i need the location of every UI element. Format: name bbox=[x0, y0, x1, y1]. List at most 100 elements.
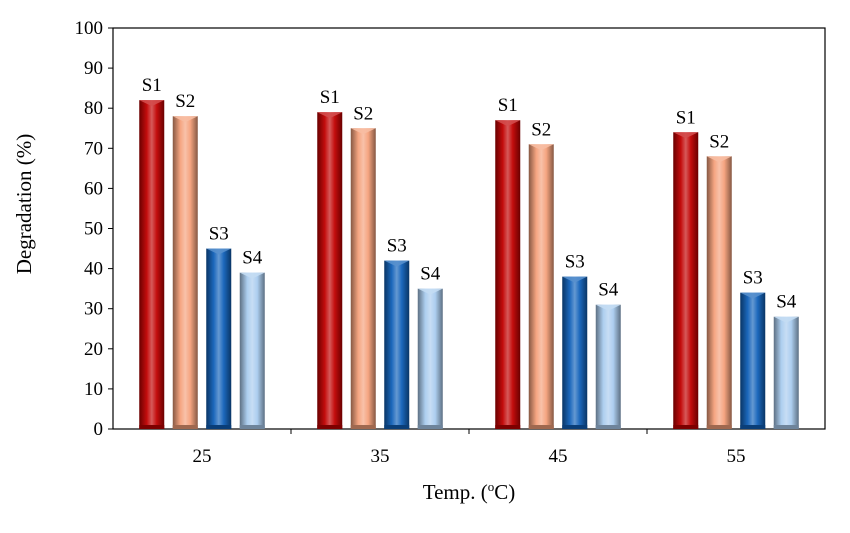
bar-body bbox=[562, 276, 588, 429]
x-tick-label: 45 bbox=[549, 446, 568, 467]
bar-body bbox=[350, 128, 376, 429]
y-tick-label: 40 bbox=[84, 259, 103, 280]
bar-base bbox=[206, 425, 232, 429]
bar bbox=[562, 276, 588, 429]
bar-body bbox=[740, 292, 766, 429]
bar-label: S3 bbox=[743, 268, 763, 289]
bar-top-bevel bbox=[706, 156, 732, 163]
bar-base bbox=[773, 425, 799, 429]
bar bbox=[239, 272, 265, 429]
y-tick-label: 100 bbox=[75, 18, 104, 39]
bar-top-bevel bbox=[384, 260, 410, 267]
bar-top-bevel bbox=[595, 304, 621, 311]
bar-body bbox=[528, 144, 554, 430]
bar-top-bevel bbox=[239, 272, 265, 279]
bar bbox=[350, 128, 376, 429]
bar-label: S4 bbox=[420, 264, 441, 285]
bar-body bbox=[773, 316, 799, 429]
x-axis-title: Temp. (oC) bbox=[423, 479, 516, 504]
y-tick-label: 10 bbox=[84, 379, 103, 400]
bar-top-bevel bbox=[317, 112, 343, 119]
bar-top-bevel bbox=[206, 248, 232, 255]
bar-label: S3 bbox=[565, 252, 585, 273]
bar-top-bevel bbox=[417, 288, 443, 295]
bar bbox=[495, 120, 521, 429]
bar-top-bevel bbox=[562, 276, 588, 283]
bar bbox=[384, 260, 410, 429]
y-axis: 0 10 20 30 40 50 60 70 80 90 100 bbox=[75, 18, 113, 440]
bar bbox=[740, 292, 766, 429]
bar bbox=[317, 112, 343, 430]
bar bbox=[673, 132, 699, 429]
bar-label: S1 bbox=[142, 75, 162, 96]
y-axis-title: Degradation (%) bbox=[12, 134, 36, 275]
bar-top-bevel bbox=[528, 144, 554, 151]
bar-body bbox=[495, 120, 521, 429]
y-tick-label: 50 bbox=[84, 219, 103, 240]
plot-area bbox=[112, 27, 826, 430]
x-tick-label: 55 bbox=[727, 446, 746, 467]
bar-body bbox=[595, 304, 621, 429]
bar-top-bevel bbox=[350, 128, 376, 135]
bar-base bbox=[417, 425, 443, 429]
bar-body bbox=[417, 288, 443, 429]
bar-top-bevel bbox=[740, 292, 766, 299]
bar-base bbox=[384, 425, 410, 429]
bar-base bbox=[350, 425, 376, 429]
bar bbox=[139, 100, 165, 430]
x-tick-label: 35 bbox=[371, 446, 390, 467]
bar-base bbox=[562, 425, 588, 429]
bars bbox=[139, 100, 799, 430]
bar-label: S1 bbox=[498, 95, 518, 116]
bar-body bbox=[384, 260, 410, 429]
bar bbox=[528, 144, 554, 430]
bar-label: S4 bbox=[242, 248, 263, 269]
bar bbox=[706, 156, 732, 429]
x-tick-label: 25 bbox=[193, 446, 212, 467]
bar-label: S3 bbox=[387, 236, 407, 257]
bar-base bbox=[706, 425, 732, 429]
y-tick-label: 30 bbox=[84, 299, 103, 320]
bar-body bbox=[673, 132, 699, 429]
bar-base bbox=[317, 425, 343, 429]
bar-top-bevel bbox=[172, 116, 198, 123]
bar-base bbox=[528, 425, 554, 429]
bar bbox=[206, 248, 232, 429]
bar bbox=[417, 288, 443, 429]
bar bbox=[595, 304, 621, 429]
bar-base bbox=[673, 425, 699, 429]
bar-top-bevel bbox=[139, 100, 165, 107]
bar-label: S4 bbox=[776, 292, 797, 313]
y-tick-label: 90 bbox=[84, 58, 103, 79]
bar-top-bevel bbox=[773, 316, 799, 323]
y-tick-label: 0 bbox=[94, 419, 104, 440]
bar-label: S2 bbox=[531, 119, 551, 140]
bar-label: S1 bbox=[676, 107, 696, 128]
bar-base bbox=[172, 425, 198, 429]
bar bbox=[172, 116, 198, 429]
bar-top-bevel bbox=[673, 132, 699, 139]
bar-top-bevel bbox=[495, 120, 521, 127]
bar-label: S2 bbox=[353, 103, 373, 124]
y-tick-label: 80 bbox=[84, 98, 103, 119]
y-tick-label: 70 bbox=[84, 138, 103, 159]
bar-label: S2 bbox=[709, 131, 729, 152]
bar-label: S2 bbox=[175, 91, 195, 112]
bar-base bbox=[595, 425, 621, 429]
bar-base bbox=[139, 425, 165, 429]
bar-label: S1 bbox=[320, 87, 340, 108]
bar bbox=[773, 316, 799, 429]
bar-body bbox=[706, 156, 732, 429]
bar-base bbox=[239, 425, 265, 429]
y-tick-label: 20 bbox=[84, 339, 103, 360]
bar-body bbox=[172, 116, 198, 429]
bar-label: S4 bbox=[598, 280, 619, 301]
bar-body bbox=[239, 272, 265, 429]
x-axis: 25 35 45 55 bbox=[193, 429, 746, 467]
bar-label: S3 bbox=[209, 224, 229, 245]
bar-body bbox=[317, 112, 343, 430]
bar-labels: S1 S2 S3 S4 S1 S2 S3 S4 S1 S2 S3 S4 S1 S2 S3 S4 bbox=[142, 75, 797, 313]
bar-base bbox=[740, 425, 766, 429]
bar-body bbox=[139, 100, 165, 430]
